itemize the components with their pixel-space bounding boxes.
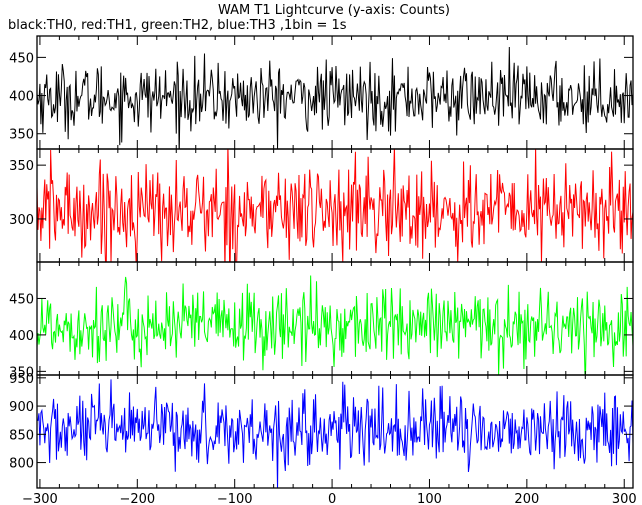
series-line-th3: [37, 379, 633, 488]
x-tick-label: −300: [22, 492, 58, 505]
y-tick-label: 800: [9, 457, 34, 472]
panel-frame: [36, 374, 634, 489]
panel-th0: 350 400 450: [9, 35, 634, 150]
y-tick-label: 400: [9, 329, 34, 344]
y-tick-label: 950: [9, 372, 34, 387]
y-tick-label: 900: [9, 400, 34, 415]
x-tick-label: −200: [119, 492, 155, 505]
series-line-th0: [37, 47, 633, 149]
x-tick-label: 0: [328, 492, 336, 505]
x-tick-label: 100: [417, 492, 442, 505]
y-tick-label: 400: [9, 90, 34, 105]
series-line-th2: [37, 275, 633, 375]
panel-th2: 350 400 450: [9, 261, 634, 380]
chart-subtitle: black:TH0, red:TH1, green:TH2, blue:TH3 …: [8, 18, 347, 33]
chart-title: WAM T1 Lightcurve (y-axis: Counts): [218, 3, 450, 18]
y-tick-label: 850: [9, 428, 34, 443]
y-tick-label: 350: [9, 365, 34, 380]
y-tick-label: 450: [9, 292, 34, 307]
panels-group: 350 400 450 300 350 350 400 450 800 850 900 950: [9, 35, 634, 489]
x-tick-label: 300: [612, 492, 637, 505]
y-tick-label: 450: [9, 51, 34, 66]
panel-th1: 300 350: [9, 148, 634, 263]
x-axis: −300 −200 −100 0 100 200 300: [22, 492, 637, 505]
y-tick-label: 300: [9, 213, 34, 228]
y-tick-label: 350: [9, 128, 34, 143]
series-line-th1: [37, 149, 633, 262]
x-tick-label: 200: [514, 492, 539, 505]
y-tick-label: 350: [9, 159, 34, 174]
panel-th3: 800 850 900 950: [9, 372, 634, 489]
x-tick-label: −100: [217, 492, 253, 505]
